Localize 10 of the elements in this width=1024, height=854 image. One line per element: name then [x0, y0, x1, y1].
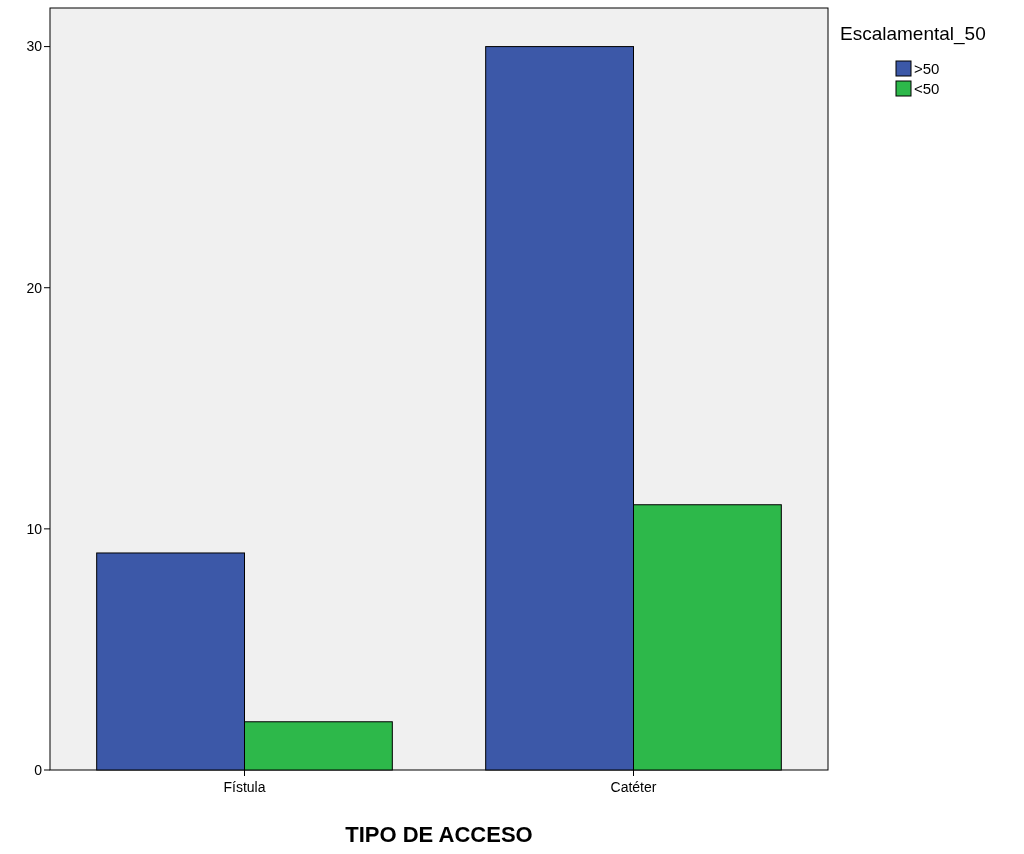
- y-tick-label: 10: [26, 520, 43, 537]
- x-axis-title: TIPO DE ACCESO: [345, 822, 533, 847]
- x-tick-label: Fístula: [223, 779, 266, 795]
- x-tick-label: Catéter: [610, 779, 657, 795]
- y-tick-label: 20: [26, 279, 43, 296]
- y-tick-label: 0: [34, 761, 43, 778]
- legend-title: Escalamental_50: [840, 23, 986, 45]
- legend-label: <50: [914, 80, 940, 97]
- y-tick-label: 30: [26, 38, 43, 55]
- legend-label: >50: [914, 60, 940, 77]
